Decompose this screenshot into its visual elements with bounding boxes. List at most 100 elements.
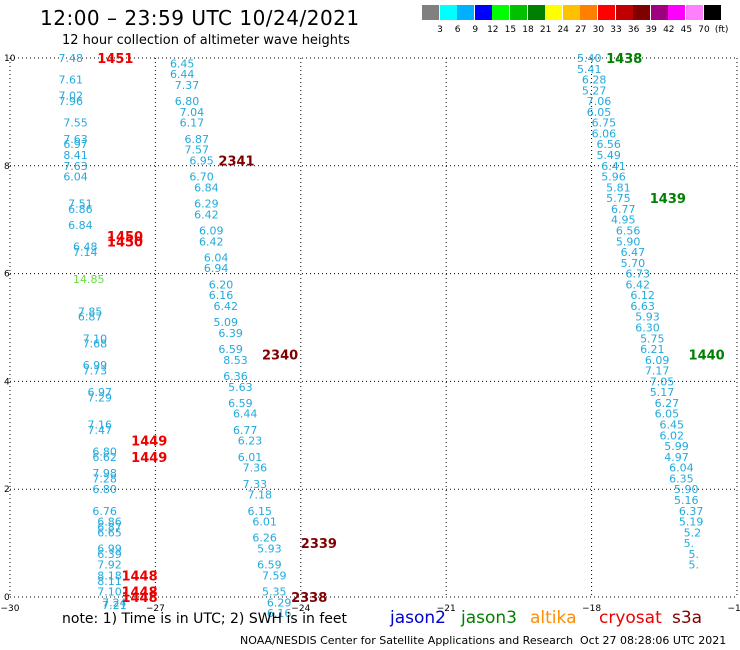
wave-height-value: 6.20	[209, 278, 234, 291]
credit-line: NOAA/NESDIS Center for Satellite Applica…	[240, 634, 574, 647]
wave-height-value: 5.09	[214, 316, 239, 329]
wave-height-value: 7.24	[102, 596, 127, 609]
wave-height-value: 7.10	[97, 586, 122, 599]
wave-height-value: 6.47	[621, 246, 646, 259]
wave-height-value: 6.62	[92, 451, 117, 464]
wave-height-value: 7.85	[78, 305, 103, 318]
wave-height-value: 7.33	[243, 478, 268, 491]
wave-height-value: 6.12	[630, 289, 655, 302]
x-tick-label: −24	[291, 604, 310, 614]
wave-height-value: 6.30	[635, 322, 660, 335]
wave-height-value: 6.70	[189, 171, 214, 184]
color-scale-swatch	[422, 5, 439, 20]
wave-height-value: 4.95	[611, 214, 636, 227]
wave-height-value: 7.48	[58, 52, 83, 65]
wave-height-value: 6.99	[83, 359, 108, 372]
wave-height-value: 7.02	[58, 90, 83, 103]
color-scale-swatch	[703, 5, 721, 20]
y-tick-label: 2	[4, 485, 10, 495]
wave-height-value: 6.63	[630, 300, 655, 313]
pass-time-label: 1449	[131, 435, 167, 450]
wave-height-value: 5.16	[674, 494, 699, 507]
legend-item-altika: altika	[530, 608, 577, 628]
wave-height-value: 6.29	[267, 596, 292, 609]
wave-height-value: 5.75	[606, 192, 631, 205]
wave-height-value: 5.93	[257, 542, 282, 555]
color-scale-label: 45	[680, 25, 693, 35]
wave-height-value: 6.77	[611, 203, 636, 216]
color-scale-label: 70	[698, 25, 710, 35]
wave-height-value: 7.14	[73, 246, 98, 259]
wave-height-value: 6.42	[626, 278, 651, 291]
wave-height-value: 6.59	[218, 343, 243, 356]
wave-height-value: 7.96	[58, 95, 83, 108]
color-scale-label: 24	[557, 25, 569, 35]
wave-height-value: 7.63	[63, 160, 88, 173]
wave-height-value: 8.18	[97, 569, 122, 582]
color-scale-label: 12	[487, 25, 499, 35]
wave-height-value: 7.36	[243, 462, 268, 475]
wave-height-value: 6.37	[679, 505, 704, 518]
wave-height-value: 5.	[689, 559, 700, 572]
wave-height-value: 7.51	[68, 198, 93, 211]
color-scale-label: 30	[592, 25, 605, 35]
color-scale-swatch	[686, 5, 703, 20]
wave-height-value: 7.47	[88, 424, 113, 437]
wave-height-value: 6.35	[669, 472, 694, 485]
wave-height-value: 6.42	[194, 208, 219, 221]
wave-height-value: 6.75	[592, 117, 617, 130]
wave-height-value: 6.23	[238, 435, 263, 448]
color-scale-label: 39	[645, 25, 657, 35]
color-scale-label: 27	[575, 25, 587, 35]
wave-height-value: 5.27	[582, 84, 607, 97]
wave-height-value: 6.05	[587, 106, 612, 119]
color-scale-swatch	[650, 5, 668, 20]
y-tick-label: 10	[4, 54, 16, 64]
wave-height-value: 5.2	[684, 526, 702, 539]
color-scale-label: (ft)	[714, 25, 729, 35]
wave-height-value: 6.17	[180, 117, 205, 130]
wave-height-value: 6.76	[92, 505, 117, 518]
wave-height-value: 5.41	[577, 63, 602, 76]
y-tick-label: 8	[4, 162, 10, 172]
map-title: 12:00 – 23:59 UTC 10/24/2021	[40, 6, 360, 30]
wave-height-value: 7.21	[102, 599, 127, 612]
wave-height-value: 7.10	[83, 332, 108, 345]
wave-height-value: 6.86	[68, 203, 93, 216]
wave-height-value: 6.27	[655, 397, 680, 410]
color-scale-label: 6	[454, 25, 461, 35]
color-scale-swatch	[562, 5, 580, 20]
wave-height-value: 6.06	[592, 127, 617, 140]
wave-height-value: 6.95	[189, 154, 214, 167]
wave-height-value: 6.97	[63, 138, 88, 151]
wave-height-value: 6.42	[199, 235, 224, 248]
wave-height-value: 5.40	[577, 52, 602, 65]
wave-height-value: 7.17	[645, 365, 670, 378]
x-tick-label: −15	[728, 604, 740, 614]
wave-height-value: 5.63	[228, 381, 253, 394]
x-tick-label: −30	[1, 604, 20, 614]
wave-height-value: 6.16	[209, 289, 234, 302]
legend-item-jason2: jason2	[390, 608, 446, 628]
color-scale-swatch	[615, 5, 633, 20]
color-scale-label: 21	[539, 25, 552, 35]
wave-height-value: 6.99	[97, 542, 122, 555]
y-tick-label: 6	[4, 270, 10, 280]
wave-height-value: 6.59	[228, 397, 253, 410]
wave-height-value: 6.02	[659, 429, 684, 442]
color-scale-swatch	[510, 5, 527, 20]
x-tick-label: −21	[437, 604, 456, 614]
color-scale-label: 15	[504, 25, 517, 35]
wave-height-value: 6.05	[655, 408, 680, 421]
color-scale-swatch	[545, 5, 563, 20]
wave-height-value: 5.	[684, 537, 695, 550]
wave-height-value: 6.56	[596, 138, 621, 151]
wave-height-value: 6.80	[92, 445, 117, 458]
pass-time-label: 1448	[121, 569, 157, 584]
color-scale-swatch	[492, 5, 510, 20]
wave-height-value: 6.44	[233, 408, 257, 421]
wave-height-value: 6.80	[92, 483, 117, 496]
color-scale-swatch	[598, 5, 615, 20]
legend-item-jason3: jason3	[461, 608, 517, 628]
wave-height-value: 7.92	[97, 559, 122, 572]
